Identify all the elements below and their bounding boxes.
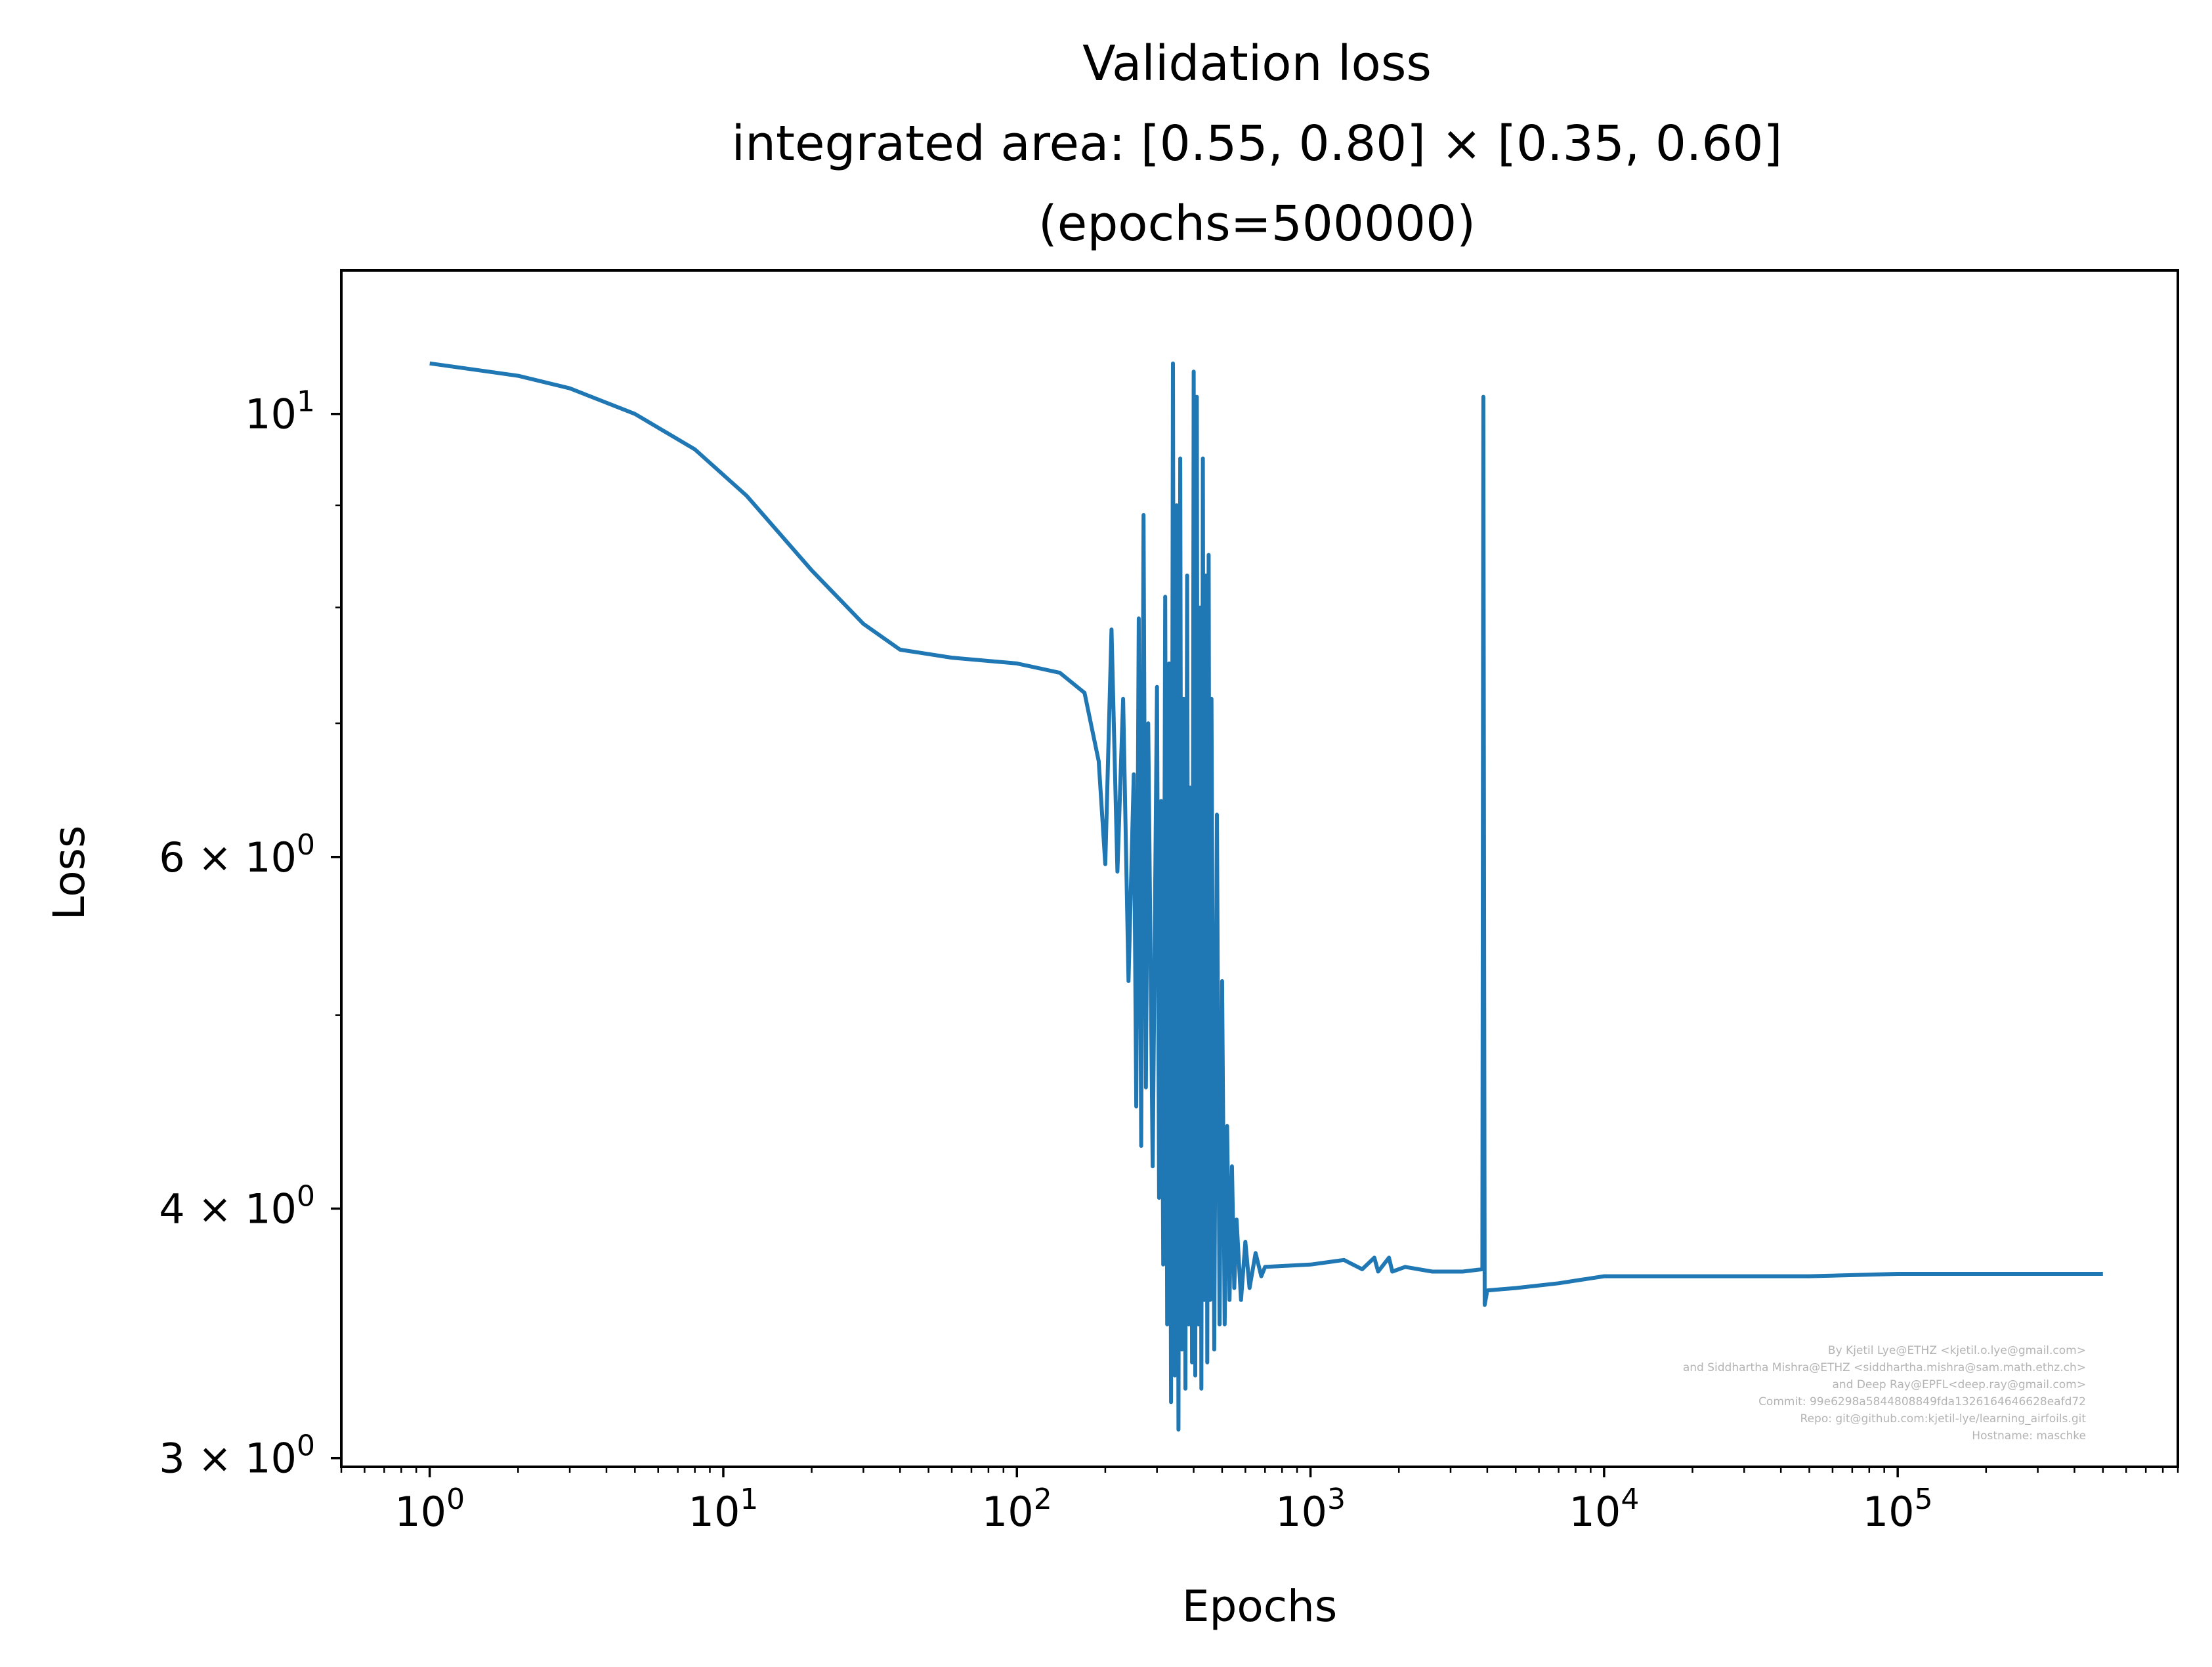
x-tick-label: 103 xyxy=(1275,1483,1346,1536)
x-tick-label: 104 xyxy=(1569,1483,1639,1536)
credit-line: Hostname: maschke xyxy=(1972,1429,2086,1443)
credit-line: Commit: 99e6298a5844808849fda13261646466… xyxy=(1758,1395,2086,1408)
series-layer xyxy=(429,361,2103,1432)
credit-line: Repo: git@github.com:kjetil-lye/learning… xyxy=(1800,1412,2087,1425)
y-tick-label: 101 xyxy=(245,385,315,438)
x-tick-label: 105 xyxy=(1863,1483,1933,1536)
chart-subtitle: integrated area: [0.55, 0.80] × [0.35, 0… xyxy=(732,116,1783,172)
credit-line: and Deep Ray@EPFL<deep.ray@gmail.com> xyxy=(1832,1378,2086,1391)
x-tick-label: 102 xyxy=(982,1483,1052,1536)
chart-subtitle-epochs: (epochs=500000) xyxy=(1038,196,1476,252)
plot-frame xyxy=(340,269,2179,1468)
y-tick-label: 3 × 100 xyxy=(159,1429,315,1483)
credit-text: By Kjetil Lye@ETHZ <kjetil.o.lye@gmail.c… xyxy=(1683,1344,2086,1443)
x-tick-label: 100 xyxy=(394,1483,465,1536)
y-axis-label: Loss xyxy=(44,826,95,921)
series-line-0 xyxy=(429,361,2103,1432)
credit-line: and Siddhartha Mishra@ETHZ <siddhartha.m… xyxy=(1683,1361,2086,1374)
x-tick-label: 101 xyxy=(689,1483,759,1536)
y-tick-label: 4 × 100 xyxy=(159,1180,315,1233)
y-tick-label: 6 × 100 xyxy=(159,828,315,881)
credit-line: By Kjetil Lye@ETHZ <kjetil.o.lye@gmail.c… xyxy=(1828,1344,2086,1357)
tick-layer: 100 101 102 103 104 105 3 × 100 4 × 100 6 × 100 1… xyxy=(159,385,2179,1536)
chart-title: Validation loss xyxy=(1082,35,1432,92)
x-axis-label: Epochs xyxy=(1182,1581,1337,1632)
